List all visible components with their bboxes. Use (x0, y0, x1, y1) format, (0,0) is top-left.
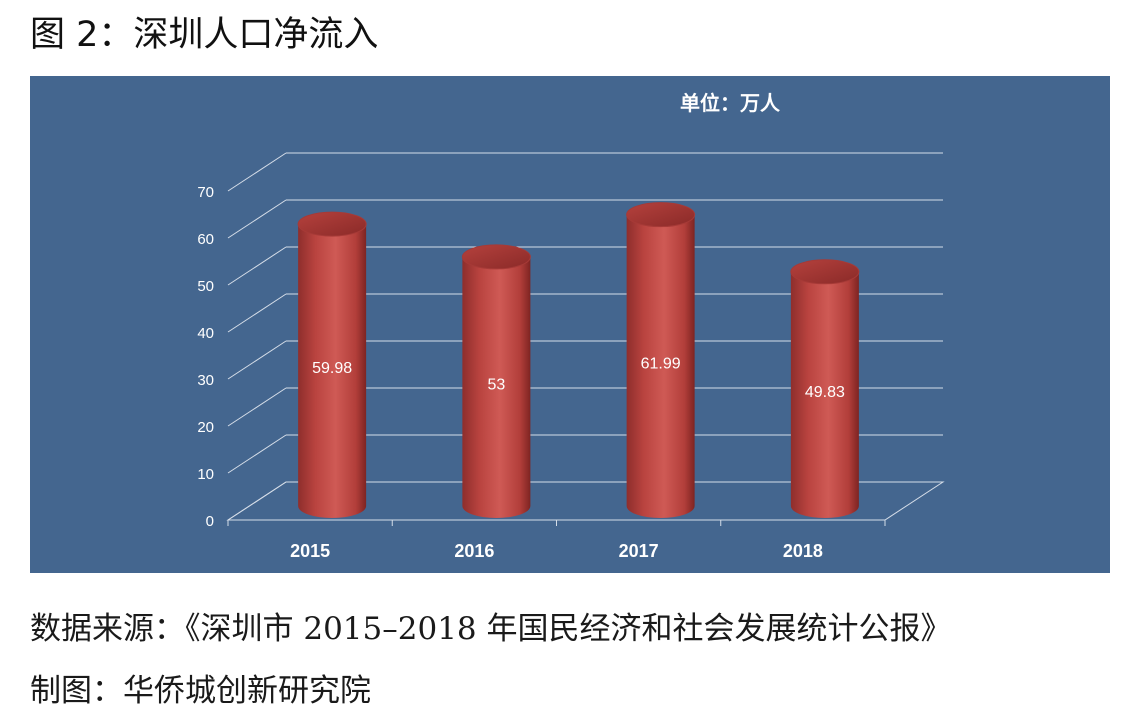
y-tick-label: 70 (197, 184, 214, 201)
bar-top (297, 211, 367, 237)
gridline-side (227, 293, 287, 333)
y-tick-label: 0 (206, 513, 214, 530)
y-tick-label: 10 (197, 466, 214, 483)
y-tick-label: 40 (197, 325, 214, 342)
gridline-side (227, 199, 287, 239)
y-tick-label: 60 (197, 231, 214, 248)
y-tick-label: 30 (197, 372, 214, 389)
data-label-2015: 59.98 (312, 360, 352, 377)
x-tick-label-2017: 2017 (619, 541, 659, 561)
bar-body (298, 224, 367, 518)
credit-note: 制图：华侨城创新研究院 (30, 673, 371, 709)
bar-2018 (790, 259, 860, 518)
unit-label: 单位：万人 (680, 91, 781, 115)
gridline-side (227, 387, 287, 427)
chart-svg: 0 10 20 30 40 50 60 70 59.98 2015 53 2016 61.99 2017 4… (197, 91, 945, 561)
bar-body (790, 271, 859, 518)
bar-2017 (626, 202, 696, 518)
gridline-side (227, 152, 287, 192)
data-label-2018: 49.83 (805, 384, 845, 401)
source-note: 数据来源：《深圳市 2015–2018 年国民经济和社会发展统计公报》 (30, 611, 952, 647)
data-label-2017: 61.99 (641, 355, 681, 372)
gridline-side (227, 246, 287, 286)
x-tick-label-2018: 2018 (783, 541, 823, 561)
bar-body (626, 214, 695, 518)
y-tick-label: 20 (197, 419, 214, 436)
data-label-2016: 53 (487, 376, 505, 393)
bar-top (461, 244, 531, 270)
chart-panel: 0 10 20 30 40 50 60 70 59.98 2015 53 2016 61.99 2017 4… (30, 76, 1110, 573)
x-tick-label-2015: 2015 (290, 541, 330, 561)
grid-layer (226, 152, 945, 526)
bar-top (626, 202, 696, 228)
bar-top (790, 259, 860, 285)
y-tick-label: 50 (197, 278, 214, 295)
gridline-side (227, 481, 287, 521)
bar-body (462, 256, 531, 518)
bar-2016 (461, 244, 531, 518)
bars-layer (297, 202, 860, 518)
gridline-side (227, 340, 287, 380)
bar-2015 (297, 211, 367, 518)
gridline-side (227, 434, 287, 474)
x-tick-label-2016: 2016 (454, 541, 494, 561)
page-title: 图 2：深圳人口净流入 (30, 15, 379, 55)
labels-layer: 0 10 20 30 40 50 60 70 59.98 2015 53 2016 61.99 2017 4… (197, 91, 845, 561)
